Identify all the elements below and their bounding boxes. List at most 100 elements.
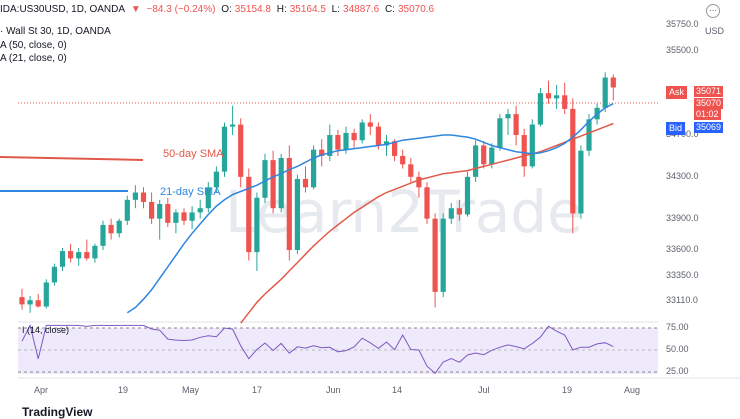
bid-label: Bid bbox=[666, 122, 686, 135]
candle-body bbox=[254, 197, 260, 253]
candle-body bbox=[205, 187, 211, 209]
candle-body bbox=[51, 266, 57, 283]
time-tick-label: 14 bbox=[392, 385, 403, 395]
watermark: Learn2Trade bbox=[225, 178, 583, 246]
candle-body bbox=[108, 224, 114, 234]
ma21-annotation: 21-day SMA bbox=[160, 186, 221, 198]
candle-body bbox=[392, 141, 398, 156]
candle-body bbox=[545, 93, 552, 99]
candle-body bbox=[319, 149, 325, 156]
sma21-line bbox=[126, 102, 614, 314]
high-label: H: bbox=[276, 4, 287, 15]
rsi-legend[interactable]: I (14, close) bbox=[22, 325, 70, 335]
candle-body bbox=[327, 135, 333, 156]
low-label: L: bbox=[331, 4, 341, 15]
instrument-line: · Wall St 30, 1D, OANDA bbox=[0, 26, 111, 37]
candle-body bbox=[383, 141, 390, 146]
candle-body bbox=[359, 122, 365, 141]
candle-body bbox=[505, 114, 511, 119]
candle-body bbox=[230, 124, 236, 127]
candle-body bbox=[586, 119, 592, 151]
price-tick-label: 33350.0 bbox=[666, 270, 699, 281]
candle-body bbox=[602, 77, 608, 108]
price-tick-label: 33900.0 bbox=[666, 212, 699, 223]
candle-body bbox=[278, 158, 284, 209]
candle-body bbox=[424, 187, 430, 219]
candle-body bbox=[100, 224, 106, 246]
candle-body bbox=[489, 147, 495, 165]
candle-body bbox=[59, 251, 66, 267]
candle-body bbox=[262, 160, 268, 198]
candle-body bbox=[578, 150, 584, 214]
candle-body bbox=[124, 199, 130, 221]
ma50-horizontal-line bbox=[0, 156, 144, 161]
high-value: 35164.5 bbox=[289, 4, 326, 15]
candle-body bbox=[84, 252, 90, 259]
candle-body bbox=[140, 192, 147, 202]
candle-body bbox=[43, 282, 49, 307]
candle-body bbox=[149, 201, 155, 219]
dot-icon: · bbox=[0, 26, 7, 37]
candle-body bbox=[221, 126, 228, 172]
candle-body bbox=[27, 300, 33, 305]
candle-body bbox=[448, 208, 454, 219]
candle-body bbox=[440, 218, 446, 292]
candle-body bbox=[76, 252, 82, 259]
time-tick-label: Apr bbox=[34, 385, 49, 395]
indicator-sma21-legend[interactable]: A (21, close, 0) bbox=[0, 53, 67, 64]
candle-body bbox=[367, 122, 373, 127]
candle-body bbox=[343, 132, 349, 150]
candle-body bbox=[311, 149, 317, 188]
candle-body bbox=[116, 220, 122, 234]
candle-body bbox=[416, 176, 422, 188]
chart-menu-icon[interactable]: ⋯ bbox=[706, 4, 720, 18]
rsi-band bbox=[18, 328, 658, 374]
time-tick-label: 19 bbox=[562, 385, 573, 395]
candle-body bbox=[432, 218, 438, 292]
candle-body bbox=[521, 135, 527, 167]
candle-body bbox=[375, 126, 381, 146]
close-value: 35070.6 bbox=[397, 4, 435, 15]
ask-value: 35071 bbox=[694, 86, 724, 97]
candle-body bbox=[554, 95, 560, 99]
price-change: −84.3 (−0.24%) bbox=[146, 4, 216, 15]
ma50-annotation: 50-day SMA bbox=[163, 148, 224, 160]
candle-body bbox=[473, 145, 479, 177]
time-tick-label: May bbox=[182, 385, 200, 395]
rsi-line bbox=[21, 323, 614, 375]
time-tick-label: 19 bbox=[118, 385, 129, 395]
candle-body bbox=[286, 158, 292, 251]
candle-body bbox=[238, 124, 244, 177]
candle-body bbox=[189, 212, 195, 221]
low-value: 34887.6 bbox=[343, 4, 380, 15]
instrument-title: Wall St 30, 1D, OANDA bbox=[6, 26, 111, 37]
close-label: C: bbox=[384, 4, 395, 15]
candle-body bbox=[537, 93, 543, 125]
time-tick-label: Jun bbox=[326, 385, 341, 395]
currency-label: USD bbox=[705, 26, 725, 36]
candle-body bbox=[132, 192, 138, 200]
candle-body bbox=[529, 124, 535, 167]
candle-body bbox=[213, 171, 219, 188]
price-tick-label: 35750.0 bbox=[666, 19, 699, 30]
price-pane bbox=[18, 20, 658, 320]
candle-body bbox=[497, 118, 503, 148]
symbol-name[interactable]: IDA:US30USD, 1D, OANDA bbox=[0, 4, 126, 15]
tradingview-logo: TradingView bbox=[22, 405, 93, 419]
ask-label: Ask bbox=[666, 86, 688, 99]
symbol-header: IDA:US30USD, 1D, OANDA ▼ −84.3 (−0.24%) … bbox=[0, 4, 437, 15]
bid-value: 35069 bbox=[694, 122, 724, 133]
candle-body bbox=[562, 95, 568, 109]
indicator-sma50-legend[interactable]: A (50, close, 0) bbox=[0, 40, 67, 51]
candle-body bbox=[157, 204, 163, 219]
price-tick-label: 35500.0 bbox=[666, 45, 699, 56]
candle-body bbox=[35, 300, 41, 307]
candle-body bbox=[181, 212, 187, 221]
price-tick-label: 34300.0 bbox=[666, 170, 699, 181]
candle-body bbox=[197, 208, 203, 213]
triangle-down-icon: ▼ bbox=[130, 4, 141, 15]
candle-body bbox=[400, 155, 406, 165]
time-tick-label: Aug bbox=[624, 385, 641, 395]
